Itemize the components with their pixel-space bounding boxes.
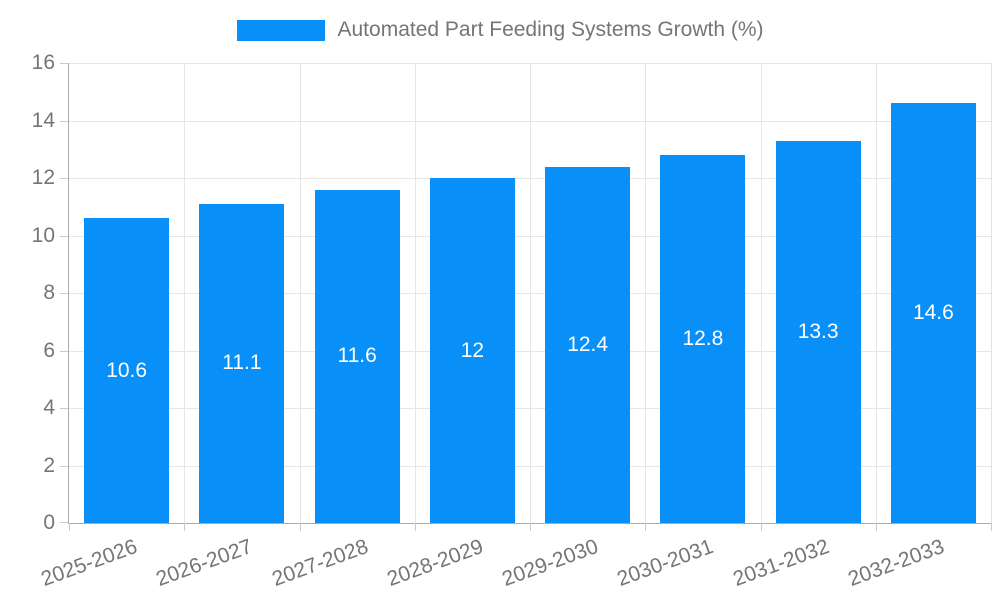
bar-value-label: 11.1 xyxy=(222,351,262,375)
x-axis-tick xyxy=(760,523,762,531)
bar-value-label: 12 xyxy=(460,338,485,362)
x-axis-tick-label: 2029-2030 xyxy=(499,535,602,591)
y-axis-tick xyxy=(60,408,68,409)
x-axis-tick xyxy=(299,523,301,531)
v-gridline xyxy=(760,63,762,523)
chart-legend[interactable]: Automated Part Feeding Systems Growth (%… xyxy=(0,18,1000,42)
bar-value-label: 11.6 xyxy=(337,344,377,368)
bar-2025-2026 xyxy=(84,218,170,523)
x-axis-tick-label: 2032-2033 xyxy=(844,535,948,591)
x-axis-tick xyxy=(184,523,186,531)
y-axis-tick-label: 4 xyxy=(43,396,55,419)
x-axis-tick-label: 2025-2026 xyxy=(38,535,141,591)
bar-2032-2033 xyxy=(890,103,976,523)
x-axis-tick xyxy=(875,523,877,531)
y-axis-tick xyxy=(60,120,68,122)
y-axis-tick xyxy=(60,63,68,64)
x-axis-tick xyxy=(991,523,992,531)
y-axis-tick xyxy=(60,465,68,467)
v-gridline xyxy=(184,63,186,523)
x-axis-tick-label: 2028-2029 xyxy=(383,535,487,591)
x-axis-tick-label: 2031-2032 xyxy=(729,535,832,591)
y-axis-tick-label: 16 xyxy=(31,51,55,74)
v-gridline xyxy=(414,63,416,523)
y-axis-tick xyxy=(60,350,68,352)
y-axis-tick xyxy=(60,293,68,294)
plot-area: 10.6 2025-2026 11.1 2026-2027 11.6 2027-2028 1… xyxy=(38,63,992,591)
y-axis-tick xyxy=(60,178,68,179)
y-axis-tick-label: 8 xyxy=(43,281,55,304)
y-axis-tick xyxy=(60,522,68,523)
bar-2026-2027 xyxy=(199,203,285,523)
x-axis-tick xyxy=(530,523,531,531)
bar-value-label: 12.8 xyxy=(682,327,724,350)
bar-value-label: 12.4 xyxy=(567,332,609,356)
legend-label: Automated Part Feeding Systems Growth (%… xyxy=(337,18,764,41)
x-axis-tick-label: 2026-2027 xyxy=(153,535,256,591)
y-axis-tick-label: 6 xyxy=(43,338,55,362)
bar-2031-2032 xyxy=(775,140,861,523)
v-gridline xyxy=(299,63,301,523)
y-axis-tick xyxy=(60,235,68,237)
bar-2028-2029 xyxy=(429,178,515,523)
y-axis-tick-label: 2 xyxy=(43,453,55,477)
y-axis-tick-label: 10 xyxy=(31,223,55,247)
bar-value-label: 14.6 xyxy=(912,301,954,325)
y-axis-tick-label: 0 xyxy=(43,511,55,534)
y-axis-tick-label: 14 xyxy=(31,108,55,132)
legend-swatch xyxy=(236,19,325,41)
bar-2029-2030 xyxy=(545,166,631,523)
bar-value-label: 10.6 xyxy=(106,358,148,382)
v-gridline xyxy=(645,63,647,523)
x-axis-tick-label: 2027-2028 xyxy=(268,535,371,591)
x-axis-tick xyxy=(414,523,416,531)
v-gridline xyxy=(875,63,877,523)
x-axis-tick xyxy=(69,523,70,531)
bar-2027-2028 xyxy=(314,189,400,523)
y-axis-tick-label: 12 xyxy=(31,166,55,189)
x-axis-tick-label: 2030-2031 xyxy=(614,535,717,591)
bar-value-label: 13.3 xyxy=(797,319,839,343)
x-axis-tick xyxy=(645,523,647,531)
v-gridline xyxy=(530,63,531,523)
bar-2030-2031 xyxy=(660,155,746,523)
